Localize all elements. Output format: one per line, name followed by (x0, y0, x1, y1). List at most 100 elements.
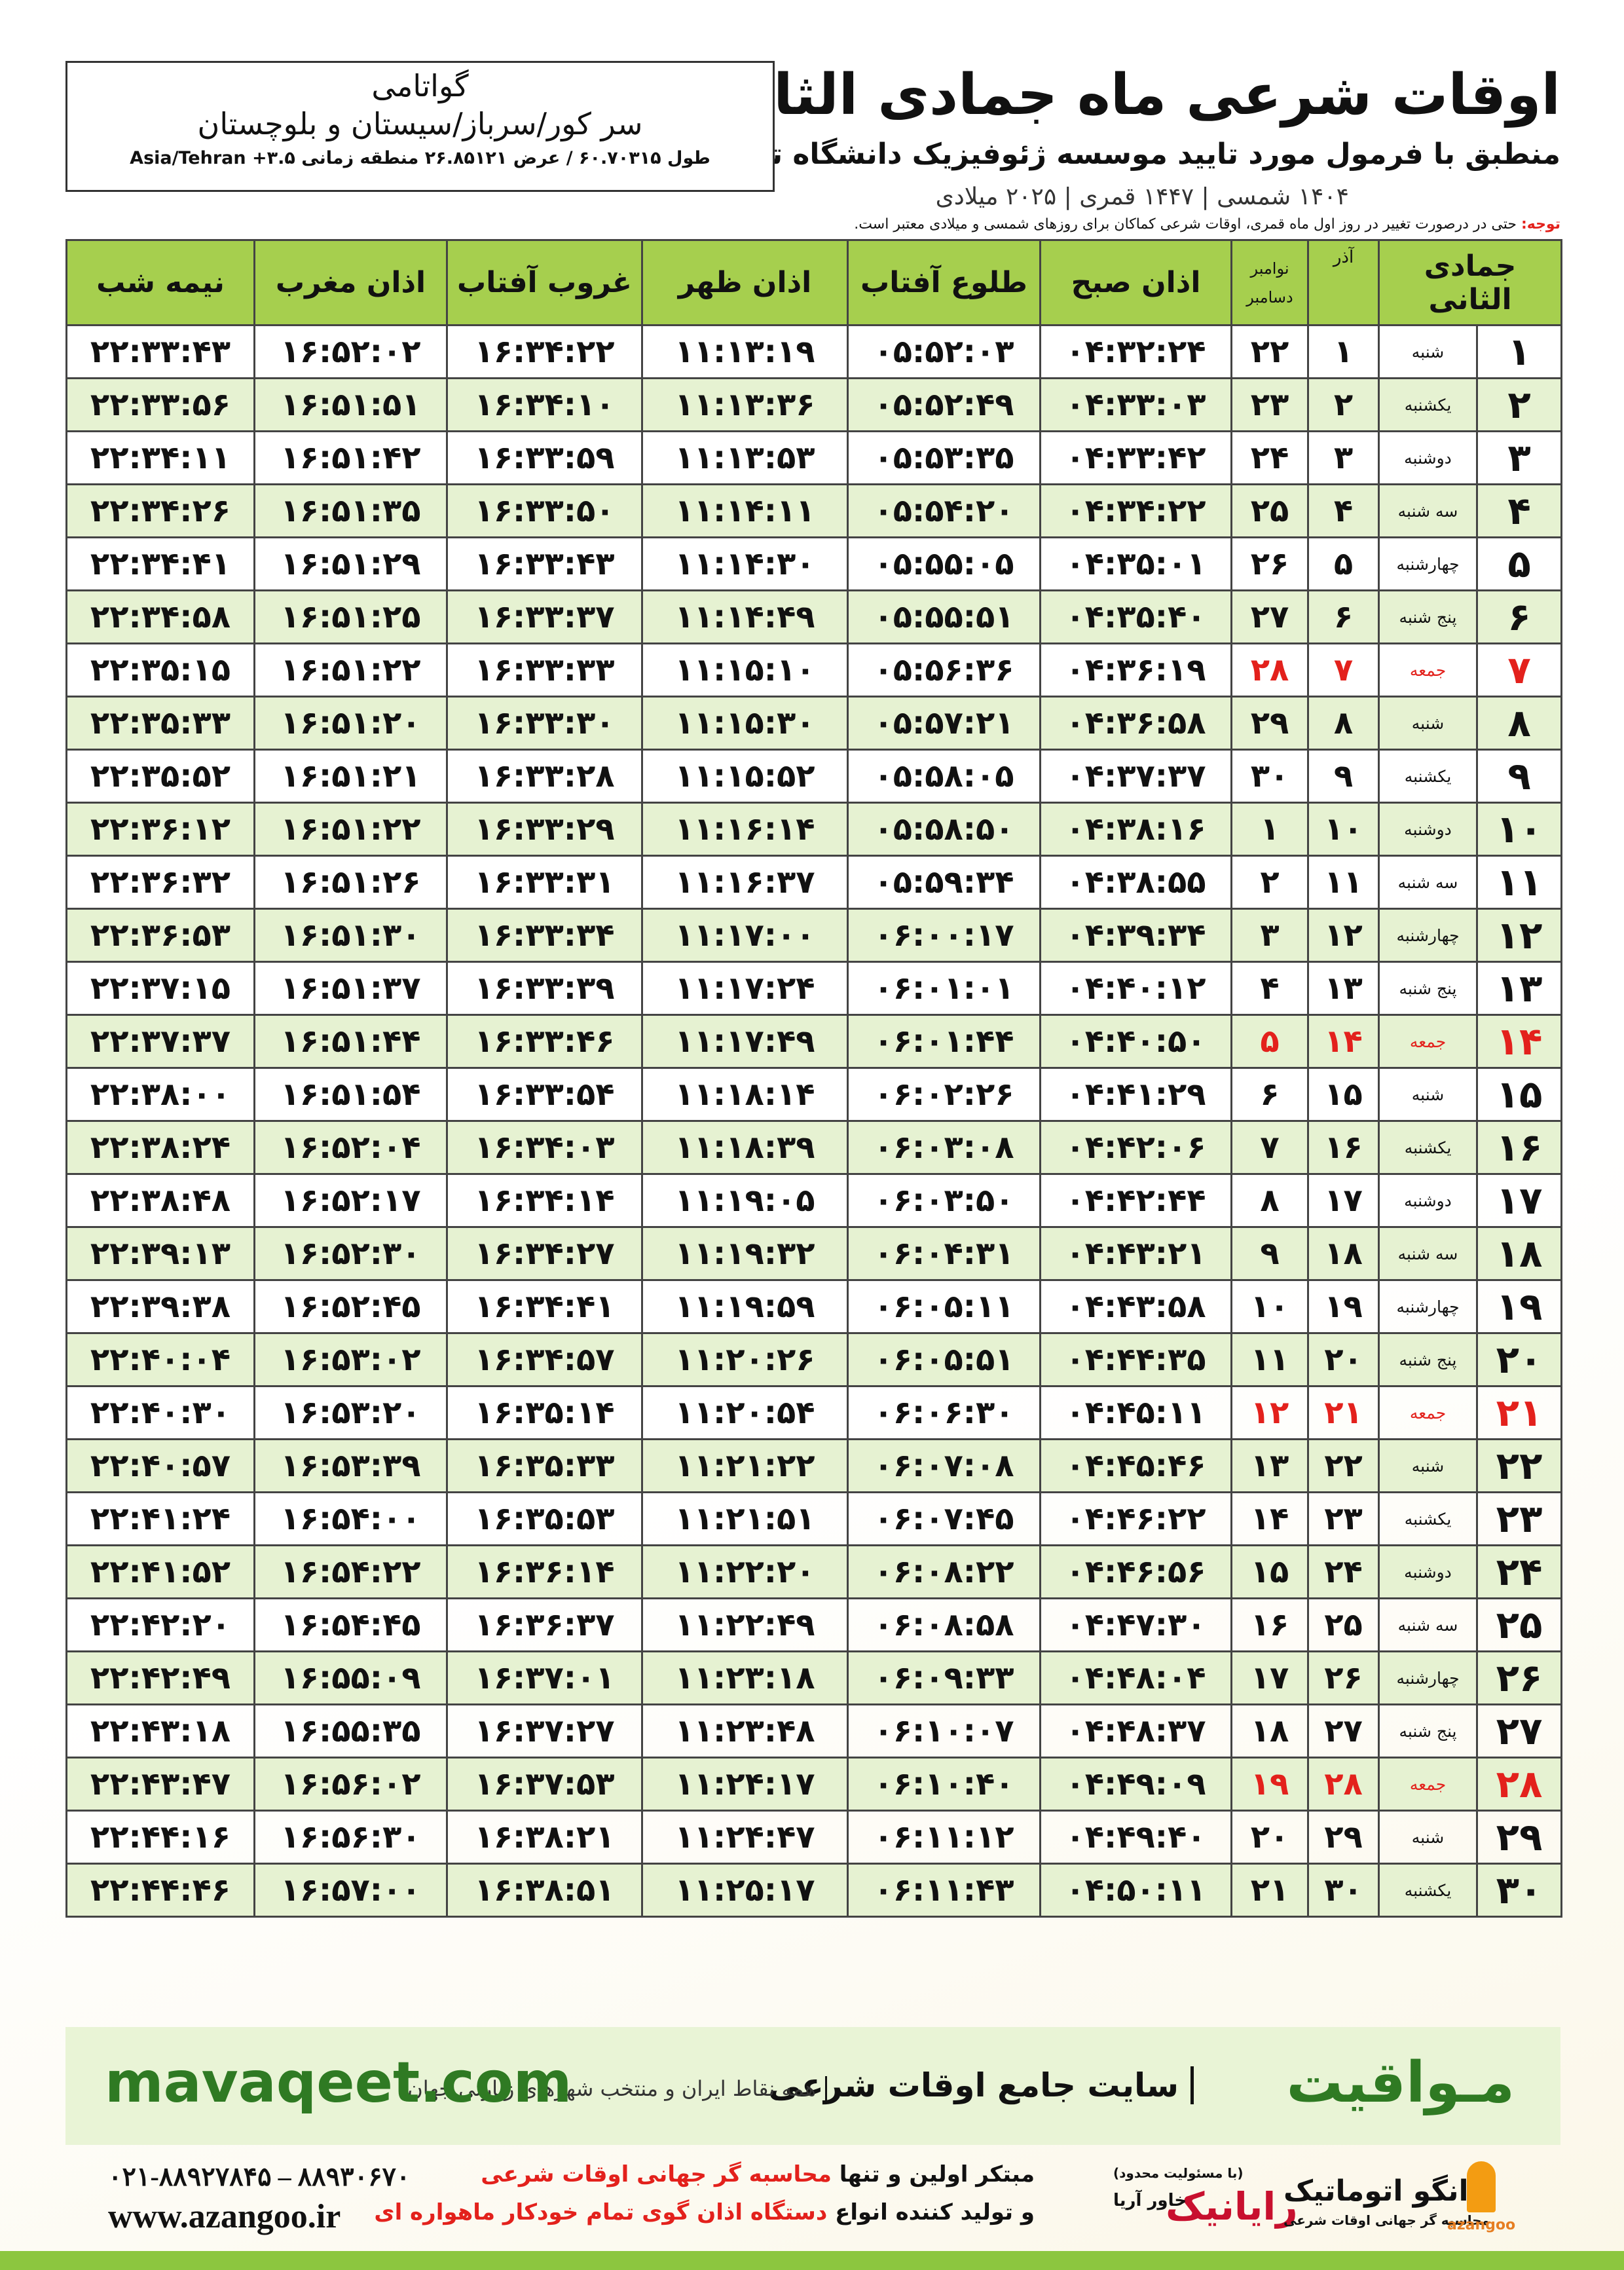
cell: ۱۱:۱۵:۱۰ (641, 642, 849, 698)
header-cell: جمادی الثانی (1377, 239, 1563, 326)
cell: ۱۶:۵۱:۲۲ (253, 642, 448, 698)
cell: شنبه (1377, 1438, 1479, 1493)
cell: ۰۴:۵۰:۱۱ (1039, 1863, 1232, 1918)
cell: ۰۴:۳۸:۵۵ (1039, 855, 1232, 910)
cell: ۱۱ (1476, 855, 1563, 910)
row: ۱۷ دوشنبه ۱۷ ۸ ۰۴:۴۲:۴۴ ۰۶:۰۳:۵۰ ۱۱:۱۹:۰۵ ۱۶:۳۴… (65, 1173, 1563, 1228)
cell: ۵ (1307, 536, 1380, 591)
cell: ۱۶:۵۱:۳۵ (253, 483, 448, 538)
cell: ۱۱:۱۷:۴۹ (641, 1014, 849, 1069)
cell: ۲۲ (1230, 324, 1309, 379)
row: ۴ سه شنبه ۴ ۲۵ ۰۴:۳۴:۲۲ ۰۵:۵۴:۲۰ ۱۱:۱۴:۱۱ ۱۶:۳۳… (65, 483, 1563, 538)
cell: ۱۶:۳۵:۵۳ (446, 1491, 643, 1546)
cell: ۱۶:۵۴:۰۰ (253, 1491, 448, 1546)
azangoo-icon (1467, 2161, 1496, 2212)
cell: ۲۲:۴۰:۰۴ (65, 1332, 255, 1387)
cell: ۱۶:۳۷:۰۱ (446, 1650, 643, 1705)
row: ۳ دوشنبه ۳ ۲۴ ۰۴:۳۳:۴۲ ۰۵:۵۳:۳۵ ۱۱:۱۳:۵۳ ۱۶:۳۳:… (65, 430, 1563, 485)
header-cell: آذر (1307, 239, 1380, 326)
header-cell: اذان مغرب (253, 239, 448, 326)
cell: شنبه (1377, 1067, 1479, 1122)
cell: ۲۲:۳۴:۴۱ (65, 536, 255, 591)
cell: ۰۶:۰۲:۲۶ (847, 1067, 1041, 1122)
cell: ۱۴ (1307, 1014, 1380, 1069)
cell: ۵ (1230, 1014, 1309, 1069)
cell: چهارشنبه (1377, 1650, 1479, 1705)
cell: ۱۶:۳۳:۳۹ (446, 961, 643, 1016)
cell: ۰۴:۳۵:۴۰ (1039, 589, 1232, 644)
cell: ۲۲:۳۵:۵۲ (65, 749, 255, 804)
cell: چهارشنبه (1377, 1279, 1479, 1334)
cell: ۰۶:۰۷:۰۸ (847, 1438, 1041, 1493)
row: ۷ جمعه ۷ ۲۸ ۰۴:۳۶:۱۹ ۰۵:۵۶:۳۶ ۱۱:۱۵:۱۰ ۱۶:۳۳:۳۳… (65, 642, 1563, 698)
cell: ۱۴ (1476, 1014, 1563, 1069)
cell: ۰۵:۵۸:۰۵ (847, 749, 1041, 804)
cell: ۱۶ (1230, 1597, 1309, 1652)
khavar: خاور آریا (1113, 2191, 1187, 2210)
cell: ۰۴:۳۶:۵۸ (1039, 696, 1232, 751)
cell: ۲۲:۳۷:۱۵ (65, 961, 255, 1016)
cell: ۱۷ (1230, 1650, 1309, 1705)
prayer-table: جمادی الثانی آذر نوامبر دسامبر اذان صبح طلوع … (65, 239, 1563, 1918)
cell: ۱۶:۳۴:۲۲ (446, 324, 643, 379)
cell: ۲۳ (1230, 377, 1309, 432)
cell: ۳۰ (1307, 1863, 1380, 1918)
header-cell: اذان صبح (1039, 239, 1232, 326)
cell: ۱۶:۵۲:۴۵ (253, 1279, 448, 1334)
cell: ۱۶:۳۳:۴۳ (446, 536, 643, 591)
cell: ۱۶:۵۵:۰۹ (253, 1650, 448, 1705)
cell: ۱۶:۵۲:۱۷ (253, 1173, 448, 1228)
cell: دوشنبه (1377, 430, 1479, 485)
cell: ۱۱:۱۳:۱۹ (641, 324, 849, 379)
location-coords: طول ۶۰.۷۰۳۱۵ / عرض ۲۶.۸۵۱۲۱ منطقه زمانی … (130, 148, 710, 168)
cell: ۱۵ (1476, 1067, 1563, 1122)
cell: ۱۱:۲۰:۵۴ (641, 1385, 849, 1440)
cell: ۱۱:۲۲:۲۰ (641, 1544, 849, 1599)
header-row: جمادی الثانی آذر نوامبر دسامبر اذان صبح طلوع … (65, 239, 1563, 326)
header-line: نوامبر (1250, 259, 1289, 278)
cell: ۵ (1476, 536, 1563, 591)
cell: پنج شنبه (1377, 1703, 1479, 1758)
cell: ۱۳ (1307, 961, 1380, 1016)
row: ۱۶ یکشنبه ۱۶ ۷ ۰۴:۴۲:۰۶ ۰۶:۰۳:۰۸ ۱۱:۱۸:۳۹ ۱۶:۳۴… (65, 1120, 1563, 1175)
cell: پنج شنبه (1377, 1332, 1479, 1387)
banner-subline: همه نقاط ایران و منتخب شهرهای زیارتی جها… (407, 2076, 827, 2101)
cell: ۲۱ (1230, 1863, 1309, 1918)
cell: ۲۷ (1307, 1703, 1380, 1758)
cell: ۱۶:۵۶:۰۲ (253, 1757, 448, 1812)
cell: ۱۶:۳۳:۳۷ (446, 589, 643, 644)
cell: ۱ (1307, 324, 1380, 379)
banner-logo: مـواقیت (1286, 2050, 1515, 2115)
cell: ۰۴:۴۲:۰۶ (1039, 1120, 1232, 1175)
row: ۲۷ پنج شنبه ۲۷ ۱۸ ۰۴:۴۸:۳۷ ۰۶:۱۰:۰۷ ۱۱:۲۳:۴۸ ۱۶… (65, 1703, 1563, 1758)
cell: ۱۶:۵۱:۴۲ (253, 430, 448, 485)
cell: ۱۱ (1307, 855, 1380, 910)
cell: ۱۴ (1230, 1491, 1309, 1546)
cell: ۰۴:۴۵:۴۶ (1039, 1438, 1232, 1493)
cell: ۲۲:۳۹:۱۳ (65, 1226, 255, 1281)
cell: ۲۲:۴۴:۴۶ (65, 1863, 255, 1918)
cell: ۰۶:۰۵:۵۱ (847, 1332, 1041, 1387)
note-label: توجه: (1521, 216, 1560, 233)
cell: ۰۶:۱۱:۱۲ (847, 1810, 1041, 1865)
cell: ۲۲:۳۴:۱۱ (65, 430, 255, 485)
cell: ۲۲:۳۶:۳۲ (65, 855, 255, 910)
note-text: حتی در درصورت تغییر در روز اول ماه قمری،… (854, 216, 1517, 233)
cell: ۲۷ (1476, 1703, 1563, 1758)
cell: ۱۶:۳۶:۳۷ (446, 1597, 643, 1652)
cell: ۲۲:۳۸:۲۴ (65, 1120, 255, 1175)
cell: ۲ (1476, 377, 1563, 432)
cell: ۱۱:۱۸:۱۴ (641, 1067, 849, 1122)
cell: سه شنبه (1377, 1226, 1479, 1281)
header-cell: اذان ظهر (641, 239, 849, 326)
cell: ۱ (1230, 802, 1309, 857)
cell: ۲۷ (1230, 589, 1309, 644)
cell: ۱۶:۳۵:۳۳ (446, 1438, 643, 1493)
cell: ۱۶:۵۴:۲۲ (253, 1544, 448, 1599)
cell: ۱۶:۵۱:۲۰ (253, 696, 448, 751)
row: ۸ شنبه ۸ ۲۹ ۰۴:۳۶:۵۸ ۰۵:۵۷:۲۱ ۱۱:۱۵:۳۰ ۱۶:۳۳:۳۰… (65, 696, 1563, 751)
cell: ۰۴:۳۵:۰۱ (1039, 536, 1232, 591)
cell: ۰۴:۳۴:۲۲ (1039, 483, 1232, 538)
cell: ۲۴ (1307, 1544, 1380, 1599)
azangoo-en: azangoo (1447, 2217, 1516, 2233)
